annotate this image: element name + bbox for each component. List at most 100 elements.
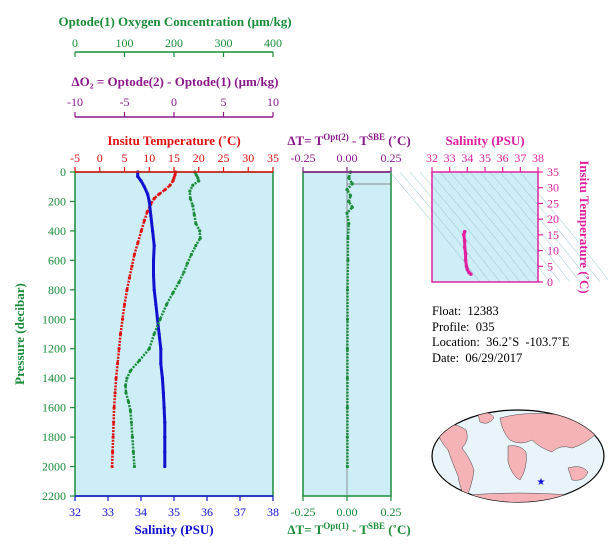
oxygen-tick-label: 200 [165, 36, 183, 50]
delta-t-panel: ΔT= TOpt(2) - TSBE (˚C) ΔT= TOpt(1) - TS… [287, 132, 410, 537]
oxygen-data-point [132, 464, 136, 469]
ts-salinity-tick-label: 37 [514, 151, 526, 165]
map-land-americas [435, 424, 475, 499]
delta-t-data-point [345, 188, 349, 192]
ts-salinity-tick-label: 35 [479, 151, 491, 165]
world-map: ★ [431, 409, 605, 503]
delta-t-data-point [345, 317, 350, 321]
pressure-tick-label: 800 [48, 283, 66, 297]
temperature-data-point [118, 332, 123, 336]
oxygen-data-point [196, 176, 200, 180]
ts-temperature-tick-label: 10 [547, 244, 559, 258]
oxygen-data-point [198, 229, 202, 233]
salinity-data-point [163, 450, 167, 454]
temperature-data-point [132, 252, 136, 257]
temperature-data-point [139, 229, 143, 233]
salinity-data-point [163, 464, 167, 469]
salinity-tick-label: 38 [267, 505, 279, 519]
oxygen-data-point [128, 408, 133, 413]
ts-data-point [462, 245, 467, 250]
temperature-tick-label: 0 [97, 151, 103, 165]
float-location-marker: ★ [537, 477, 546, 488]
ts-temperature-tick-label: 0 [547, 275, 553, 289]
salinity-data-point [150, 229, 155, 233]
delta-t-top-tick-label: 0.25 [381, 151, 402, 165]
salinity-data-point [160, 376, 165, 380]
oxygen-data-point [147, 347, 151, 351]
delta-o2-tick-label: -10 [67, 95, 83, 109]
ts-density-contour [509, 171, 601, 283]
temperature-data-point [125, 288, 129, 292]
pressure-tick-label: 1400 [42, 371, 66, 385]
ts-temperature-tick-label: 30 [547, 181, 559, 195]
temperature-data-point [114, 376, 118, 380]
delta-t-data-point [345, 406, 349, 410]
ts-salinity-tick-label: 34 [461, 151, 473, 165]
pressure-tick-label: 200 [48, 194, 66, 208]
temperature-data-point [168, 183, 172, 187]
temperature-data-point [172, 176, 176, 180]
ts-density-contour [459, 171, 551, 283]
salinity-data-point [151, 258, 156, 262]
delta-t-bottom-tick-label: 0.00 [337, 505, 358, 519]
oxygen-data-point [194, 244, 198, 248]
oxygen-data-point [192, 213, 196, 217]
map-land-africa [507, 445, 527, 481]
salinity-data-point [159, 361, 163, 366]
delta-t-top-tick-label: 0.00 [337, 151, 358, 165]
ts-temperature-tick-label: 35 [547, 165, 559, 179]
temperature-axis-title: Insitu Temperature (˚C) [107, 133, 240, 148]
ts-density-contour [389, 171, 481, 283]
temperature-tick-label: 30 [242, 151, 254, 165]
map-land-australia [567, 466, 589, 481]
delta-t-data-point [347, 199, 351, 204]
delta-t-data-point [350, 205, 354, 209]
pressure-tick-label: 1600 [42, 401, 66, 415]
ts-density-contour [419, 171, 511, 283]
pressure-tick-label: 400 [48, 224, 66, 238]
temperature-tick-label: 5 [122, 151, 128, 165]
temperature-data-point [152, 196, 156, 201]
salinity-tick-label: 33 [102, 505, 114, 519]
temperature-data-point [117, 347, 121, 351]
salinity-data-point [152, 244, 156, 248]
ts-data-point [463, 251, 468, 256]
salinity-data-point [151, 273, 156, 277]
temperature-tick-label: 20 [193, 151, 205, 165]
oxygen-data-point [197, 179, 201, 183]
delta-t-data-point [348, 193, 353, 198]
pressure-tick-label: 1200 [42, 342, 66, 356]
temperature-data-point [142, 219, 146, 223]
pressure-tick-label: 1800 [42, 430, 66, 444]
oxygen-data-point [125, 376, 129, 380]
ts-density-contour [479, 171, 571, 283]
temperature-data-point [163, 188, 167, 192]
salinity-data-point [149, 214, 153, 218]
temperature-data-point [130, 264, 134, 268]
salinity-tick-label: 36 [201, 505, 213, 519]
pressure-axis-title: Pressure (decibar) [12, 283, 27, 385]
oxygen-data-point [124, 391, 128, 395]
oxygen-data-point [123, 383, 128, 388]
ts-density-contour [469, 171, 561, 283]
oxygen-data-point [152, 332, 156, 336]
delta-o2-axis: ΔO₂ = Optode(2) - Optode(1) (μm/kg) -10 -… [67, 74, 279, 118]
delta-t-data-point [346, 258, 350, 262]
pressure-tick-label: 0 [60, 165, 66, 179]
ts-salinity-tick-label: 38 [532, 151, 544, 165]
delta-t-data-point [345, 211, 349, 215]
salinity-data-point [142, 185, 146, 189]
salinity-data-point [152, 288, 156, 292]
oxygen-data-point [191, 204, 195, 208]
salinity-data-point [157, 332, 161, 336]
ts-density-contour [399, 171, 491, 283]
pressure-tick-label: 1000 [42, 312, 66, 326]
salinity-data-point [136, 174, 140, 179]
salinity-axis-title: Salinity (PSU) [134, 522, 213, 537]
temperature-tick-label: 25 [218, 151, 230, 165]
ts-data-point [462, 233, 466, 237]
temperature-data-point [122, 302, 127, 307]
oxygen-data-point [185, 261, 189, 265]
delta-t-top-tick-label: -0.25 [291, 151, 316, 165]
